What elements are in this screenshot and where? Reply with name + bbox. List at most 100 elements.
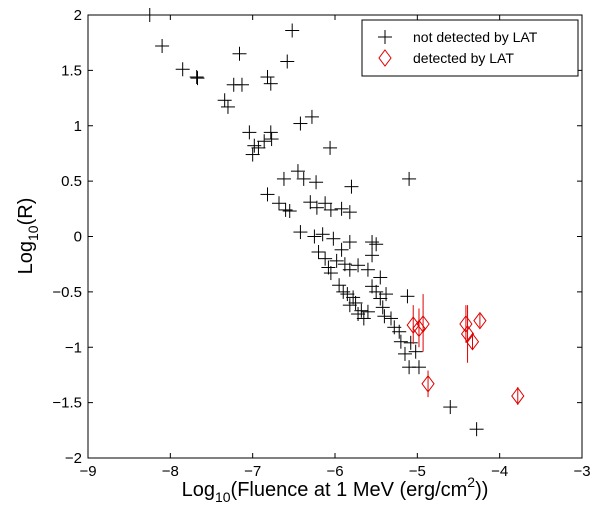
- plus-marker: [375, 300, 390, 315]
- y-tick-label: −2: [65, 450, 82, 467]
- legend-label-not-detected: not detected by LAT: [413, 29, 538, 45]
- plus-marker: [383, 311, 398, 326]
- plus-marker: [251, 140, 266, 155]
- plus-marker: [323, 140, 338, 155]
- y-tick-label: 0.5: [61, 173, 82, 190]
- plus-marker: [342, 298, 357, 313]
- x-tick-label: −5: [409, 463, 426, 480]
- plus-marker: [190, 71, 205, 86]
- plus-marker: [342, 262, 357, 277]
- detected-point: [459, 305, 473, 343]
- y-axis-title: Log10(R): [15, 198, 41, 275]
- plus-marker: [303, 195, 318, 210]
- plus-marker: [282, 204, 297, 219]
- plus-marker: [309, 200, 324, 215]
- detected-point: [465, 332, 480, 351]
- plus-marker: [411, 360, 426, 375]
- plus-marker: [369, 237, 384, 252]
- plus-marker: [469, 422, 484, 437]
- detected-point: [416, 294, 430, 352]
- plus-marker: [293, 225, 308, 240]
- plus-marker: [245, 147, 260, 162]
- plus-marker: [365, 235, 380, 250]
- plus-marker: [155, 39, 170, 54]
- plus-marker: [285, 23, 300, 38]
- plus-marker: [263, 125, 278, 140]
- diamond-marker: [416, 315, 430, 333]
- diamond-marker: [473, 311, 487, 330]
- plus-marker: [175, 62, 190, 77]
- detected-point: [473, 311, 487, 330]
- diamond-marker: [511, 387, 525, 405]
- diamond-marker: [465, 332, 480, 351]
- plus-marker: [290, 164, 305, 179]
- data-marks: [142, 8, 525, 437]
- plus-marker: [365, 279, 380, 294]
- plus-marker: [260, 70, 275, 85]
- plus-marker: [393, 334, 408, 349]
- plus-marker: [443, 400, 458, 415]
- plus-marker: [318, 196, 333, 211]
- plus-marker: [360, 304, 375, 319]
- y-tick-label: −1.5: [52, 395, 82, 412]
- plus-marker: [321, 260, 336, 275]
- plus-marker: [340, 287, 355, 302]
- plus-marker: [234, 77, 249, 92]
- plus-marker: [365, 248, 380, 263]
- plus-marker: [311, 245, 326, 260]
- legend-marker-plus: [378, 30, 392, 44]
- plus-marker: [369, 284, 384, 299]
- plus-marker: [280, 54, 295, 69]
- plus-marker: [323, 202, 338, 217]
- plus-marker: [348, 295, 363, 310]
- legend-label-detected: detected by LAT: [413, 50, 514, 66]
- plus-marker: [397, 346, 412, 361]
- x-axis-title: Log10(Fluence at 1 MeV (erg/cm2)): [182, 474, 489, 505]
- plus-marker: [373, 291, 388, 306]
- plus-marker: [351, 258, 366, 273]
- y-tick-label: 0: [74, 229, 82, 246]
- legend-diamond: [378, 49, 392, 67]
- plus-marker: [272, 196, 287, 211]
- plus-marker: [304, 109, 319, 124]
- diamond-marker: [459, 315, 473, 333]
- plus-marker: [278, 202, 293, 217]
- plus-marker: [293, 116, 308, 131]
- plus-marker: [334, 242, 349, 257]
- plus-marker: [323, 266, 338, 281]
- plus-marker: [189, 70, 204, 85]
- detected-point: [421, 370, 435, 398]
- plus-marker: [263, 76, 278, 91]
- legend-box: [361, 19, 579, 77]
- plus-marker: [377, 309, 392, 324]
- plus-marker: [242, 125, 257, 140]
- plus-marker: [329, 253, 344, 268]
- y-tick-label: 1: [74, 118, 82, 135]
- plus-marker: [334, 201, 349, 216]
- x-tick-label: −9: [79, 463, 96, 480]
- plus-marker: [336, 284, 351, 299]
- plus-marker: [142, 8, 157, 22]
- plus-marker: [247, 138, 262, 153]
- plus-marker: [315, 227, 330, 242]
- axis-tick-labels: −9 −8 −7 −6 −5 −4 −3 −2 −1.5 −1 −0.5 0 0.5 1 1.5 2: [52, 7, 590, 480]
- plus-marker: [400, 289, 415, 304]
- plus-marker: [296, 171, 311, 186]
- detected-point: [460, 305, 475, 363]
- axis-ticks: [87, 14, 583, 459]
- detected-point: [511, 387, 525, 405]
- legend-plus: [378, 30, 392, 44]
- plus-marker: [318, 251, 333, 266]
- plus-marker: [232, 46, 247, 61]
- y-tick-label: −0.5: [52, 284, 82, 301]
- plus-marker: [373, 270, 388, 285]
- diamond-marker: [421, 374, 435, 393]
- plus-marker: [257, 134, 272, 149]
- y-tick-label: −1: [65, 339, 82, 356]
- plus-marker: [309, 175, 324, 190]
- plus-marker: [326, 231, 341, 246]
- x-tick-label: −4: [491, 463, 508, 480]
- plus-marker: [402, 171, 417, 186]
- y-tick-label: 2: [74, 7, 82, 24]
- plus-marker: [276, 171, 291, 186]
